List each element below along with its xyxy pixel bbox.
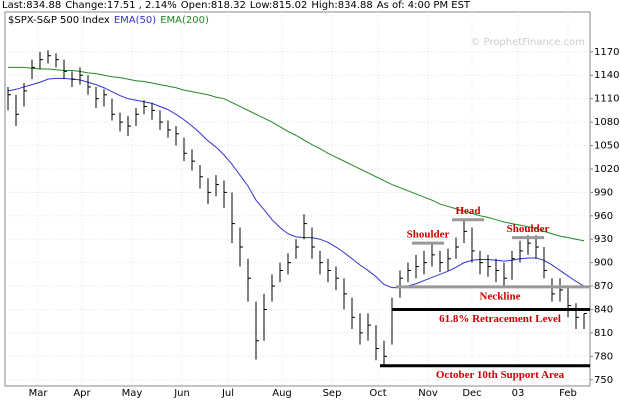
x-tick-label: May	[122, 388, 143, 399]
legend-entry: EMA(200)	[160, 15, 209, 26]
x-tick-label: Sep	[323, 388, 342, 399]
watermark: © ProphetFinance.com	[470, 37, 585, 48]
y-tick-label: 810	[594, 328, 613, 339]
y-tick-label: 780	[594, 351, 613, 362]
x-tick-label: Oct	[369, 388, 386, 399]
x-tick-label: Jul	[221, 388, 234, 399]
annotation-label: Shoulder	[507, 223, 550, 235]
y-tick-label: 930	[594, 234, 613, 245]
y-tick-label: 1020	[594, 164, 619, 175]
annotation-label: Shoulder	[407, 229, 450, 241]
x-tick-label: 03	[512, 388, 525, 399]
legend-entry: $SPX-S&P 500 Index	[8, 15, 110, 26]
y-tick-label: 870	[594, 281, 613, 292]
annotation-label: Head	[455, 205, 480, 217]
legend-entry: EMA(50)	[114, 15, 156, 26]
x-tick-label: Apr	[73, 388, 91, 399]
x-tick-label: Nov	[418, 388, 438, 399]
x-tick-label: Mar	[29, 388, 49, 399]
quote-item: Low:815.02	[249, 0, 308, 11]
y-tick-label: 900	[594, 258, 613, 269]
y-tick-label: 1080	[594, 117, 619, 128]
quote-item: As of: 4:00 PM EST	[376, 0, 471, 11]
y-tick-label: 1050	[594, 141, 619, 152]
quote-header: Last:834.88 Change:17.51 , 2.14% Open:818.…	[2, 0, 474, 12]
y-tick-label: 1140	[594, 70, 619, 81]
x-tick-label: Jun	[173, 388, 190, 399]
plot-frame	[4, 11, 591, 387]
x-tick-label: Dec	[462, 388, 481, 399]
quote-item: Change:17.51 , 2.14%	[65, 0, 177, 11]
quote-item: Last:834.88	[2, 0, 62, 11]
y-tick-label: 1170	[594, 47, 619, 58]
annotation-label: 61.8% Retracement Level	[439, 313, 561, 325]
quote-item: Open:818.32	[180, 0, 246, 11]
x-tick-label: Feb	[559, 388, 577, 399]
quote-item: High:834.88	[311, 0, 373, 11]
y-tick-label: 960	[594, 211, 613, 222]
y-tick-label: 1110	[594, 94, 619, 105]
ema-line	[8, 66, 585, 242]
x-tick-label: Aug	[272, 388, 292, 399]
annotation-label: October 10th Support Area	[436, 369, 565, 381]
y-tick-label: 750	[594, 375, 613, 386]
annotation-label: Neckline	[480, 290, 521, 302]
y-tick-label: 840	[594, 304, 613, 315]
y-tick-label: 990	[594, 187, 613, 198]
